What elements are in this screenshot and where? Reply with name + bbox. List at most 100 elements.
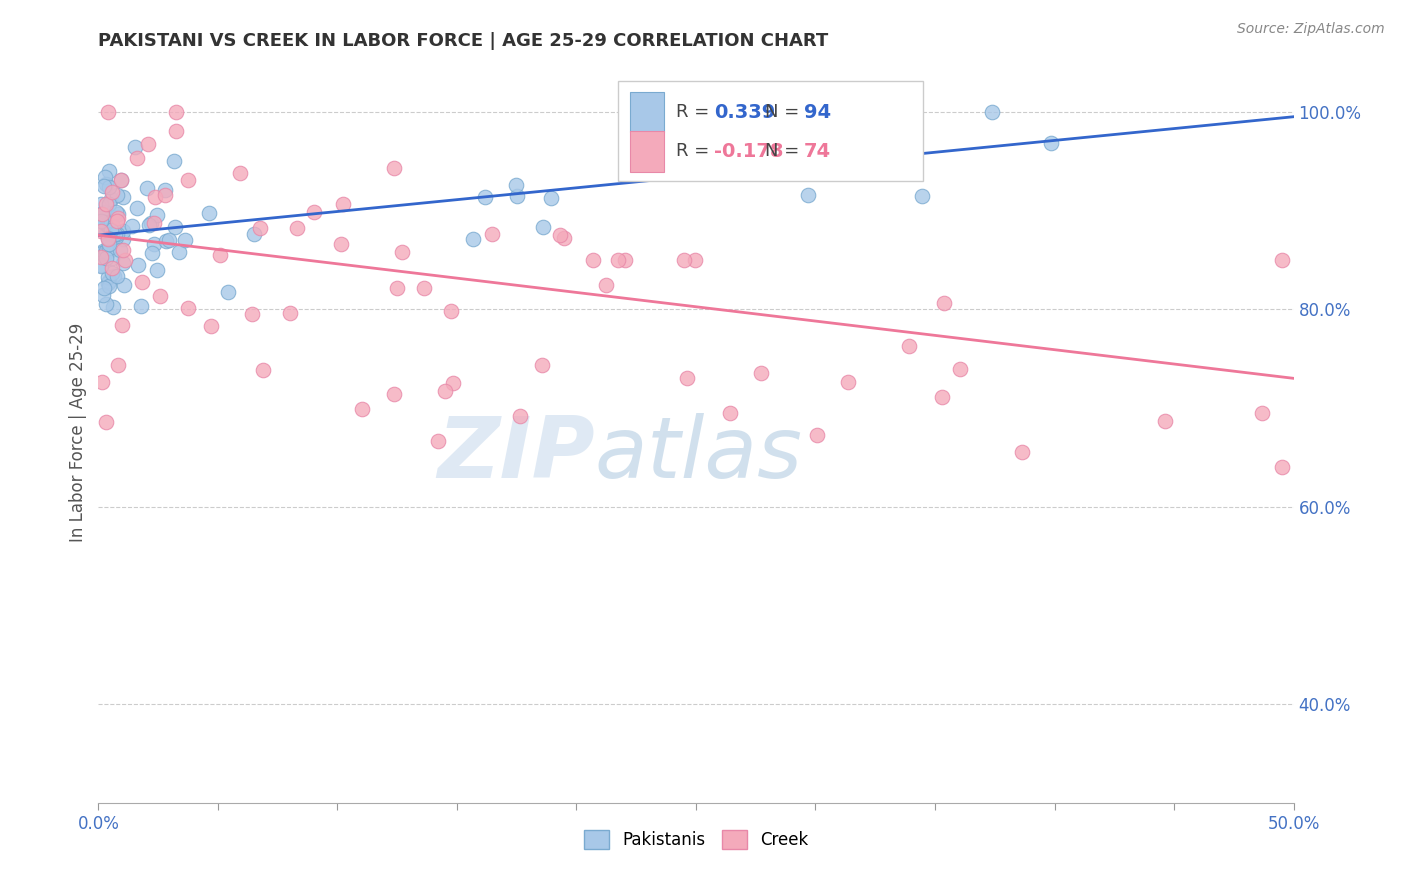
Point [1251,406,1274,420]
Point [949,362,972,376]
Point [461,232,484,246]
Point [676,370,699,384]
Point [97,242,120,256]
Point [329,237,352,252]
Point [1271,460,1294,475]
Point [155,188,177,202]
Point [101,185,124,199]
Point [252,363,274,377]
Point [94,197,117,211]
Point [105,269,128,284]
Point [90,224,112,238]
Point [98,279,121,293]
Point [91,219,114,234]
Point [159,233,181,247]
Point [141,246,163,260]
Point [94,177,117,191]
Point [1154,414,1177,428]
Point [101,300,124,314]
Point [97,104,120,119]
Point [718,405,741,419]
Point [94,169,117,184]
Point [931,390,953,404]
Point [91,245,114,260]
Point [93,179,115,194]
Point [98,164,121,178]
Point [93,281,115,295]
Point [112,277,135,292]
Point [97,179,120,194]
Point [173,233,195,247]
Point [509,409,531,424]
Point [1039,136,1062,151]
Point [149,289,172,303]
Point [548,228,571,243]
Point [242,307,264,321]
Point [531,220,554,235]
Text: -0.178: -0.178 [714,142,783,161]
Text: 94: 94 [804,103,831,121]
Point [384,161,406,176]
Point [146,208,169,222]
Point [111,318,134,332]
Point [90,258,112,272]
Point [94,204,117,219]
Point [100,251,122,265]
Y-axis label: In Labor Force | Age 25-29: In Labor Force | Age 25-29 [69,323,87,542]
Point [911,189,934,203]
Point [209,248,232,262]
Point [387,281,409,295]
Point [384,386,406,401]
Point [100,223,122,237]
Point [278,306,301,320]
Point [103,269,125,284]
Point [101,266,124,280]
Point [94,415,117,429]
Point [136,180,159,194]
Point [606,252,628,267]
Point [146,262,169,277]
Point [540,191,562,205]
Point [302,204,325,219]
Point [139,216,162,230]
Text: Source: ZipAtlas.com: Source: ZipAtlas.com [1237,22,1385,37]
Point [91,206,114,220]
Point [155,234,177,248]
Point [98,197,121,211]
Point [110,243,132,257]
Point [97,237,120,252]
Point [350,402,373,417]
Point [105,230,128,244]
Point [229,166,252,180]
Point [613,252,636,267]
Point [177,301,200,315]
Point [434,384,457,398]
Point [96,226,118,240]
Point [127,258,149,272]
Point [97,274,120,288]
Point [285,220,308,235]
Point [96,218,118,232]
Point [143,190,166,204]
Point [107,211,129,225]
Point [112,190,135,204]
Point [90,250,112,264]
Point [685,252,707,267]
Point [127,151,149,165]
Point [796,188,818,202]
Point [131,275,153,289]
Point [91,244,114,258]
Point [671,153,693,167]
Text: N =: N = [765,103,806,121]
Point [413,281,436,295]
Point [90,259,112,273]
Point [93,288,115,302]
Point [481,227,503,242]
Point [427,434,450,448]
Point [506,189,529,203]
Point [107,188,129,202]
Point [595,278,617,293]
Point [125,201,148,215]
Point [111,225,134,239]
Point [97,232,120,246]
